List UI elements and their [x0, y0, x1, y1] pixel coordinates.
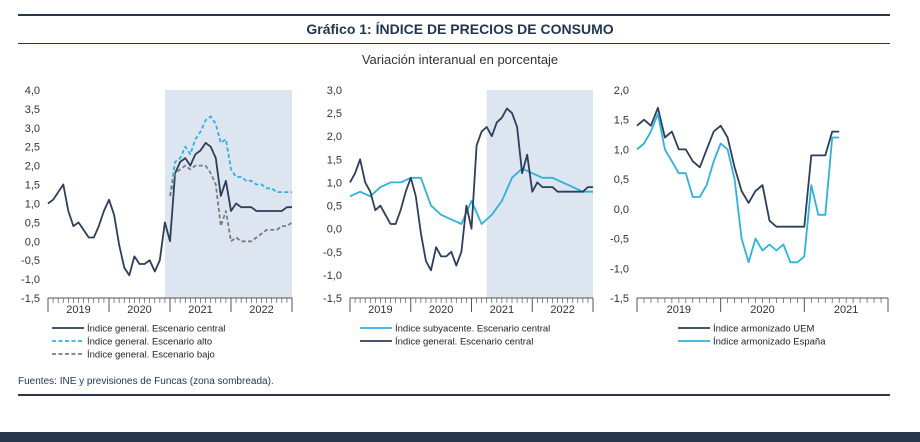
- y-tick-label: 2,5: [25, 142, 40, 154]
- y-tick-label: -1,5: [323, 293, 342, 305]
- top-rule: [18, 14, 890, 16]
- y-tick-label: -0,5: [610, 234, 629, 246]
- y-tick-label: -1,5: [610, 293, 629, 305]
- y-tick-label: -1,0: [323, 270, 342, 282]
- legend-label: Índice armonizado España: [713, 337, 826, 348]
- series-line-0: [47, 142, 292, 277]
- y-tick-label: 0,5: [614, 174, 629, 186]
- y-tick-label: 4,0: [25, 85, 40, 97]
- x-year-label: 2021: [834, 304, 858, 316]
- legend-label: Índice general. Escenario central: [87, 324, 225, 335]
- y-tick-label: 0,0: [25, 236, 40, 248]
- y-tick-label: 0,5: [25, 217, 40, 229]
- forecast-shaded-zone: [486, 90, 593, 298]
- y-tick-label: 1,5: [614, 115, 629, 127]
- series-line-1: [169, 115, 292, 197]
- y-tick-label: -0,5: [21, 255, 40, 267]
- source-note: Fuentes: INE y previsiones de Funcas (zo…: [18, 376, 274, 387]
- legend-label: Índice subyacente. Escenario central: [395, 324, 550, 335]
- y-tick-label: 1,0: [25, 198, 40, 210]
- x-year-label: 2019: [368, 304, 392, 316]
- x-year-label: 2019: [667, 304, 691, 316]
- chart-subtitle: Variación interanual en porcentaje: [361, 52, 559, 67]
- chart-title: Gráfico 1: ÍNDICE DE PRECIOS DE CONSUMO: [306, 21, 614, 37]
- y-tick-label: 3,0: [327, 85, 342, 97]
- bottom-rule: [18, 394, 890, 396]
- legend-label: Índice general. Escenario central: [395, 337, 533, 348]
- legend-label: Índice general. Escenario bajo: [87, 350, 215, 361]
- panel-general-scenarios: 4,0 3,5 3,0 2,5 2,0 1,5 1,0 0,5 0,0 -0,5 -1,0 -1,5 2…: [21, 85, 293, 361]
- y-tick-label: -0,5: [323, 247, 342, 259]
- y-tick-label: -1,5: [21, 293, 40, 305]
- x-year-label: 2020: [429, 304, 453, 316]
- panel-harmonized: 2,0 1,5 1,0 0,5 0,0 -0,5 -1,0 -1,5 2019 2020 2021 Í…: [610, 85, 889, 348]
- series-line-2: [169, 164, 293, 243]
- y-tick-label: 2,5: [327, 108, 342, 120]
- footer-bar: [0, 432, 920, 442]
- x-year-label: 2022: [249, 304, 273, 316]
- x-year-label: 2020: [750, 304, 774, 316]
- x-year-label: 2021: [188, 304, 212, 316]
- title-rule: [18, 43, 890, 44]
- y-tick-label: 0,0: [614, 204, 629, 216]
- panel-core-vs-general: 3,0 2,5 2,0 1,5 1,0 0,5 0,0 -0,5 -1,0 -1,5 2019 202…: [323, 85, 594, 348]
- y-tick-label: 1,5: [327, 154, 342, 166]
- y-tick-label: -1,0: [610, 263, 629, 275]
- legend-label: Índice armonizado UEM: [713, 324, 814, 335]
- y-tick-label: 3,5: [25, 104, 40, 116]
- x-year-label: 2022: [550, 304, 574, 316]
- series-line-0: [636, 106, 840, 228]
- y-tick-label: 0,5: [327, 201, 342, 213]
- y-tick-label: 2,0: [327, 131, 342, 143]
- x-year-label: 2019: [66, 304, 90, 316]
- y-tick-label: -1,0: [21, 274, 40, 286]
- legend-label: Índice general. Escenario alto: [87, 337, 212, 348]
- y-tick-label: 1,0: [614, 144, 629, 156]
- series-line-1: [349, 107, 593, 272]
- y-tick-label: 1,5: [25, 180, 40, 192]
- y-tick-label: 2,0: [25, 161, 40, 173]
- x-year-label: 2020: [127, 304, 151, 316]
- y-tick-label: 2,0: [614, 85, 629, 97]
- x-year-label: 2021: [490, 304, 514, 316]
- series-line-0: [349, 167, 593, 225]
- y-tick-label: 1,0: [327, 177, 342, 189]
- y-tick-label: 0,0: [327, 224, 342, 236]
- series-line-1: [636, 112, 840, 264]
- y-tick-label: 3,0: [25, 123, 40, 135]
